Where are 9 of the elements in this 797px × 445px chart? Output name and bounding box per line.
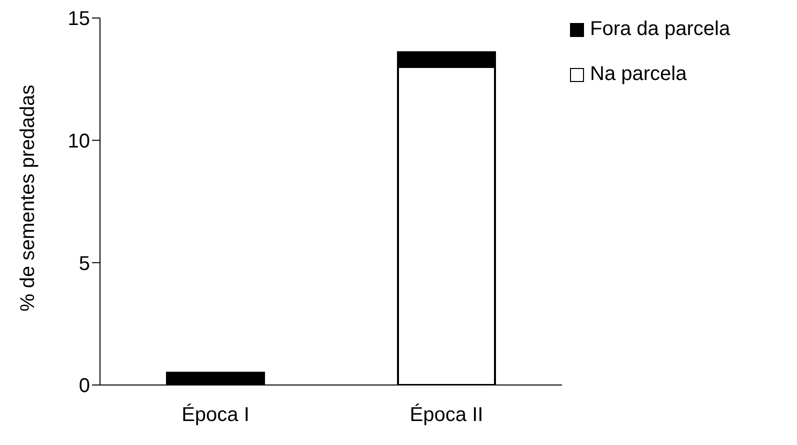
x-tick-label: Época I xyxy=(182,403,250,426)
y-tick-label: 5 xyxy=(78,252,90,275)
legend-label: Na parcela xyxy=(590,63,687,86)
y-axis-title: % de sementes predadas xyxy=(17,84,40,312)
legend-label: Fora da parcela xyxy=(590,18,730,41)
x-tick-label: Época II xyxy=(410,403,484,426)
y-tick-label: 15 xyxy=(68,8,90,30)
y-tick-label: 0 xyxy=(78,375,90,398)
y-tick-label: 10 xyxy=(68,130,90,152)
